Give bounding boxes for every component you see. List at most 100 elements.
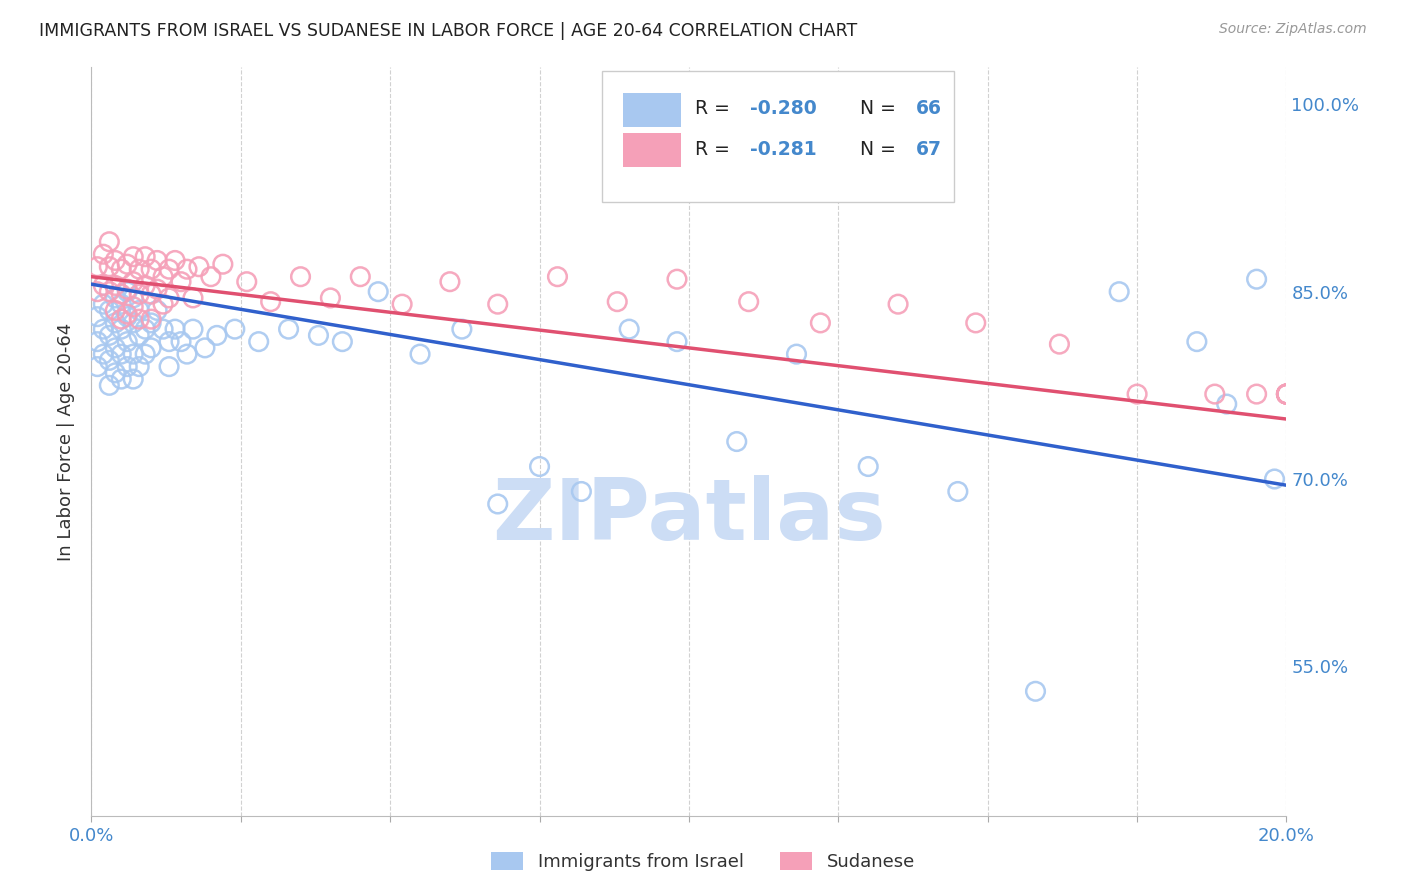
Point bbox=[110, 312, 132, 326]
Point bbox=[1108, 285, 1130, 299]
Point bbox=[439, 275, 461, 289]
Point bbox=[188, 260, 211, 274]
Point bbox=[110, 297, 132, 311]
Point bbox=[349, 269, 371, 284]
Point bbox=[157, 334, 180, 349]
Point bbox=[450, 322, 472, 336]
Point bbox=[122, 275, 145, 289]
Point bbox=[1275, 387, 1298, 401]
Point bbox=[98, 378, 121, 392]
Point bbox=[176, 262, 198, 277]
Point bbox=[170, 334, 193, 349]
Point bbox=[486, 297, 509, 311]
Point bbox=[810, 316, 832, 330]
Point bbox=[115, 307, 138, 321]
Point bbox=[128, 287, 150, 301]
Point bbox=[619, 322, 641, 336]
Point bbox=[332, 334, 354, 349]
Text: Source: ZipAtlas.com: Source: ZipAtlas.com bbox=[1219, 22, 1367, 37]
Point bbox=[367, 285, 389, 299]
Point bbox=[486, 497, 509, 511]
Point bbox=[98, 235, 121, 249]
Text: R =: R = bbox=[695, 99, 735, 118]
Point bbox=[211, 257, 233, 271]
Point bbox=[93, 247, 115, 261]
Point bbox=[259, 294, 281, 309]
Point bbox=[115, 257, 138, 271]
Point bbox=[277, 322, 299, 336]
Point bbox=[115, 285, 138, 299]
Point bbox=[115, 310, 138, 324]
Point bbox=[965, 316, 987, 330]
Y-axis label: In Labor Force | Age 20-64: In Labor Force | Age 20-64 bbox=[56, 322, 75, 561]
Text: -0.280: -0.280 bbox=[749, 99, 817, 118]
Point bbox=[290, 269, 312, 284]
Point bbox=[128, 262, 150, 277]
Point bbox=[205, 328, 228, 343]
Point bbox=[110, 287, 132, 301]
Point bbox=[104, 341, 127, 355]
Point bbox=[93, 322, 115, 336]
FancyBboxPatch shape bbox=[602, 70, 955, 202]
Point bbox=[128, 359, 150, 374]
Point bbox=[307, 328, 329, 343]
Point bbox=[529, 459, 551, 474]
Text: R =: R = bbox=[695, 140, 735, 159]
Point bbox=[128, 312, 150, 326]
Point bbox=[134, 322, 156, 336]
Point bbox=[409, 347, 432, 361]
Point bbox=[1185, 334, 1208, 349]
Point bbox=[725, 434, 748, 449]
Point bbox=[1275, 387, 1298, 401]
Point bbox=[86, 285, 108, 299]
Point bbox=[128, 303, 150, 318]
Point bbox=[1246, 272, 1268, 286]
Point bbox=[93, 297, 115, 311]
Point bbox=[319, 291, 342, 305]
Point bbox=[1246, 387, 1268, 401]
Bar bbox=[623, 133, 681, 167]
Point bbox=[157, 262, 180, 277]
Point bbox=[122, 300, 145, 314]
Text: ZIPatlas: ZIPatlas bbox=[492, 475, 886, 558]
Point bbox=[146, 303, 169, 318]
Point bbox=[1049, 337, 1071, 351]
Point bbox=[134, 278, 156, 293]
Point bbox=[858, 459, 880, 474]
Point bbox=[181, 322, 204, 336]
Point bbox=[391, 297, 413, 311]
Point bbox=[104, 278, 127, 293]
Point bbox=[606, 294, 628, 309]
Point bbox=[887, 297, 910, 311]
Point bbox=[247, 334, 270, 349]
Point bbox=[1126, 387, 1149, 401]
Point bbox=[157, 359, 180, 374]
Point bbox=[224, 322, 246, 336]
Point bbox=[104, 253, 127, 268]
Point bbox=[86, 334, 108, 349]
Point bbox=[86, 359, 108, 374]
Text: IMMIGRANTS FROM ISRAEL VS SUDANESE IN LABOR FORCE | AGE 20-64 CORRELATION CHART: IMMIGRANTS FROM ISRAEL VS SUDANESE IN LA… bbox=[39, 22, 858, 40]
Point bbox=[115, 282, 138, 296]
Point bbox=[1275, 387, 1298, 401]
Point bbox=[737, 294, 759, 309]
Point bbox=[86, 260, 108, 274]
Text: N =: N = bbox=[860, 140, 901, 159]
Point bbox=[141, 341, 163, 355]
Text: -0.281: -0.281 bbox=[749, 140, 817, 159]
Point bbox=[571, 484, 593, 499]
Point bbox=[181, 291, 204, 305]
Point bbox=[86, 310, 108, 324]
Point bbox=[235, 275, 259, 289]
Point bbox=[163, 253, 186, 268]
Point bbox=[122, 250, 145, 264]
Point bbox=[163, 322, 186, 336]
Point bbox=[98, 328, 121, 343]
Point bbox=[115, 359, 138, 374]
Point bbox=[152, 322, 174, 336]
Point bbox=[666, 272, 689, 286]
Point bbox=[134, 347, 156, 361]
Point bbox=[134, 250, 156, 264]
Point bbox=[157, 291, 180, 305]
Text: 66: 66 bbox=[917, 99, 942, 118]
